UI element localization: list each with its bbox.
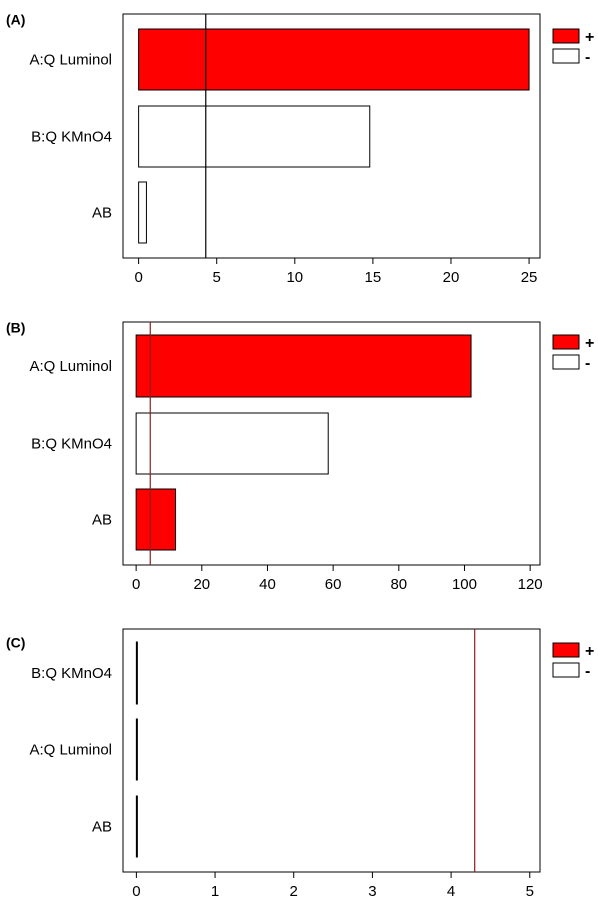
x-tick-label: 4	[447, 883, 455, 897]
x-tick-label: 20	[193, 576, 210, 593]
panel-label: (C)	[6, 634, 25, 650]
legend-swatch	[552, 662, 580, 678]
legend-swatch	[552, 642, 580, 658]
legend-swatch	[552, 48, 580, 64]
category-label: A:Q Luminol	[29, 742, 112, 759]
x-tick-label: 3	[368, 883, 376, 897]
legend-swatch	[552, 334, 580, 350]
bar	[138, 105, 371, 168]
legend-label: +	[585, 335, 594, 352]
plot-frame	[122, 628, 541, 873]
bar	[135, 795, 138, 858]
bar	[135, 334, 472, 398]
x-tick-label: 60	[325, 576, 342, 593]
x-tick-label: 40	[259, 576, 276, 593]
bar	[135, 641, 138, 705]
x-tick-label: 15	[365, 269, 382, 286]
bar	[135, 412, 329, 475]
plot-frame	[122, 321, 541, 566]
category-label: A:Q Luminol	[29, 52, 112, 69]
legend-label: +	[585, 643, 594, 660]
x-tick-label: 0	[132, 883, 140, 897]
legend-label: -	[585, 355, 590, 372]
category-label: A:Q Luminol	[29, 358, 112, 375]
x-tick-label: 10	[286, 269, 303, 286]
category-label: B:Q KMnO4	[31, 665, 112, 682]
legend-label: -	[585, 663, 590, 680]
x-tick-label: 5	[526, 883, 534, 897]
x-tick-label: 20	[443, 269, 460, 286]
category-label: AB	[92, 205, 112, 222]
x-tick-label: 25	[521, 269, 538, 286]
category-label: AB	[92, 819, 112, 836]
panel-label: (B)	[6, 319, 25, 335]
legend-swatch	[552, 354, 580, 370]
category-label: B:Q KMnO4	[31, 129, 112, 146]
category-label: B:Q KMnO4	[31, 436, 112, 453]
x-tick-label: 120	[518, 576, 543, 593]
legend-label: -	[585, 49, 590, 66]
category-label: AB	[92, 512, 112, 529]
plot-frame	[122, 13, 541, 259]
x-tick-label: 0	[134, 269, 142, 286]
x-tick-label: 1	[211, 883, 219, 897]
x-tick-label: 5	[213, 269, 221, 286]
bar	[138, 28, 530, 91]
panel-label: (A)	[6, 11, 25, 27]
bar	[135, 718, 138, 781]
x-tick-label: 0	[132, 576, 140, 593]
x-tick-label: 80	[390, 576, 407, 593]
legend-swatch	[552, 28, 580, 44]
legend-label: +	[585, 29, 594, 46]
bar	[138, 181, 147, 244]
x-tick-label: 2	[290, 883, 298, 897]
bar	[135, 488, 177, 551]
x-tick-label: 100	[452, 576, 477, 593]
